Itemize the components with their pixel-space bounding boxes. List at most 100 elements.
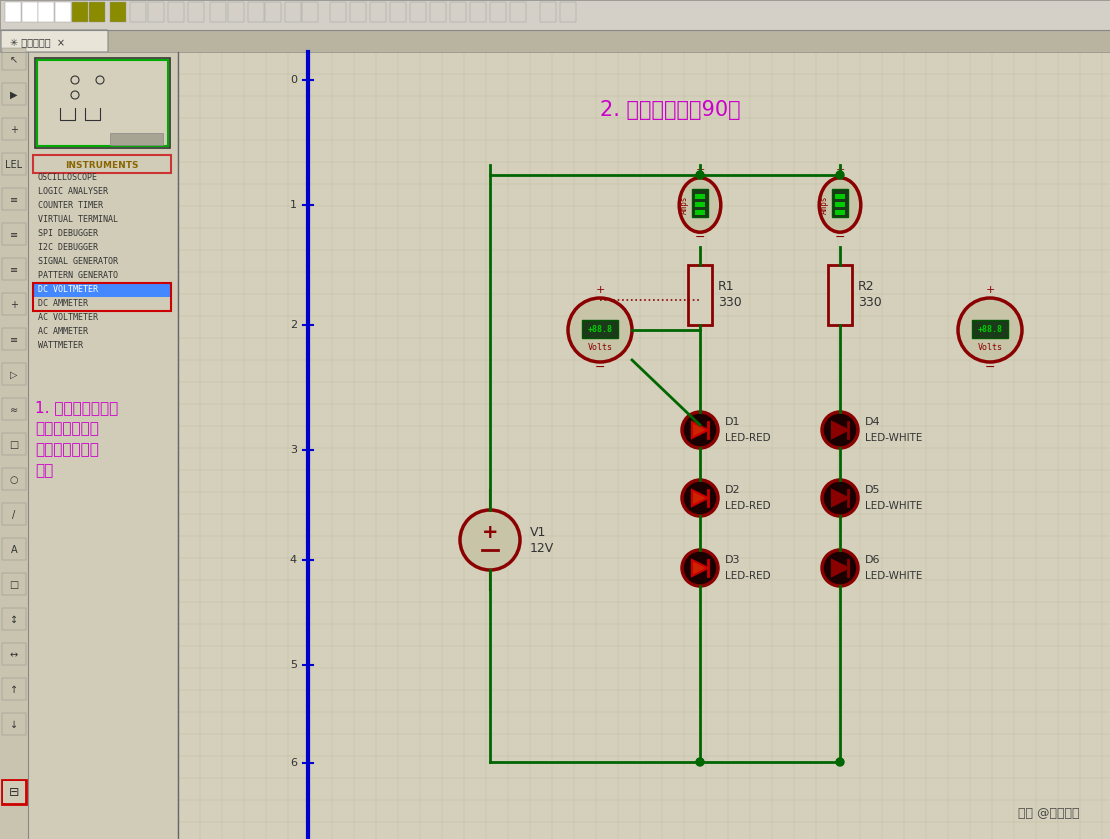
Bar	[410, 2, 426, 22]
Bar	[28, 52, 178, 839]
Text: COUNTER TIMER: COUNTER TIMER	[38, 201, 103, 211]
Bar	[370, 2, 386, 22]
Text: ≡: ≡	[10, 265, 18, 275]
Text: 330: 330	[718, 296, 741, 310]
Bar	[2, 608, 26, 630]
Text: +: +	[595, 285, 605, 295]
Text: R2: R2	[858, 280, 875, 294]
Polygon shape	[692, 560, 708, 576]
Circle shape	[460, 510, 519, 570]
Text: +88.8: +88.8	[587, 325, 613, 333]
Bar	[2, 293, 26, 315]
Bar	[561, 2, 576, 22]
Bar	[390, 2, 406, 22]
Circle shape	[568, 298, 632, 362]
Bar	[2, 643, 26, 665]
Bar	[33, 155, 171, 173]
Text: LED-RED: LED-RED	[725, 571, 770, 581]
Bar	[688, 265, 712, 325]
Bar	[695, 202, 705, 207]
Text: 5: 5	[290, 660, 297, 670]
Text: LOGIC ANALYSER: LOGIC ANALYSER	[38, 187, 108, 196]
Bar	[37, 60, 168, 146]
Bar	[148, 2, 164, 22]
Bar	[210, 2, 226, 22]
Circle shape	[836, 171, 844, 179]
Bar	[33, 283, 171, 297]
Bar	[22, 2, 38, 22]
Text: +: +	[836, 164, 845, 175]
Text: WATTMETER: WATTMETER	[38, 341, 83, 351]
Text: V1: V1	[529, 525, 546, 539]
Text: D5: D5	[865, 485, 880, 495]
Circle shape	[696, 171, 704, 179]
Bar	[2, 83, 26, 105]
Text: LEL: LEL	[6, 160, 22, 170]
Bar	[695, 210, 705, 215]
Text: ≡: ≡	[10, 195, 18, 205]
Text: ⊟: ⊟	[9, 786, 19, 800]
Bar	[2, 538, 26, 560]
Bar	[582, 320, 618, 338]
Polygon shape	[832, 560, 848, 576]
Text: LED-WHITE: LED-WHITE	[865, 571, 922, 581]
Text: ○: ○	[10, 475, 18, 485]
Text: −: −	[835, 231, 845, 243]
Bar	[2, 328, 26, 350]
Text: +88.8: +88.8	[978, 325, 1002, 333]
Text: −: −	[695, 231, 705, 243]
Polygon shape	[832, 490, 848, 506]
Bar	[2, 780, 26, 804]
Text: 2: 2	[290, 320, 297, 330]
Bar	[828, 265, 852, 325]
Bar	[2, 118, 26, 140]
Bar	[2, 573, 26, 595]
Bar	[6, 2, 21, 22]
Text: +: +	[10, 300, 18, 310]
Text: 3: 3	[290, 445, 297, 455]
Bar	[38, 2, 54, 22]
Polygon shape	[832, 422, 848, 438]
Text: +: +	[482, 523, 498, 541]
Bar	[835, 202, 845, 207]
Text: I2C DEBUGGER: I2C DEBUGGER	[38, 243, 98, 253]
Text: □: □	[9, 440, 19, 450]
Ellipse shape	[679, 178, 720, 232]
Bar	[285, 2, 301, 22]
Bar	[2, 188, 26, 210]
Text: 12V: 12V	[529, 541, 554, 555]
Circle shape	[682, 550, 718, 586]
Text: ↕: ↕	[10, 615, 18, 625]
Bar	[2, 503, 26, 525]
Text: ▷: ▷	[10, 370, 18, 380]
Bar	[2, 48, 26, 70]
Bar	[450, 2, 466, 22]
Text: D4: D4	[865, 417, 880, 427]
Text: +: +	[986, 285, 995, 295]
Bar	[509, 2, 526, 22]
Text: 6: 6	[290, 758, 297, 768]
Bar	[2, 223, 26, 245]
Bar	[490, 2, 506, 22]
Text: 头条 @蓬炬推起: 头条 @蓬炬推起	[1019, 807, 1080, 820]
Text: INSTRUMENTS: INSTRUMENTS	[65, 160, 139, 169]
Bar	[2, 468, 26, 490]
Text: SIGNAL GENERATOR: SIGNAL GENERATOR	[38, 258, 118, 267]
Bar	[972, 320, 1008, 338]
Bar	[33, 283, 171, 311]
Bar	[302, 2, 317, 22]
Circle shape	[682, 480, 718, 516]
Circle shape	[696, 758, 704, 766]
Text: D6: D6	[865, 555, 880, 565]
Bar	[56, 2, 71, 22]
Circle shape	[682, 412, 718, 448]
Text: −: −	[595, 361, 605, 373]
Bar	[2, 678, 26, 700]
Bar	[430, 2, 446, 22]
Text: AC AMMETER: AC AMMETER	[38, 327, 88, 336]
Text: ≡: ≡	[10, 335, 18, 345]
Bar	[0, 52, 28, 839]
Text: DC AMMETER: DC AMMETER	[38, 300, 88, 309]
Text: VIRTUAL TERMINAL: VIRTUAL TERMINAL	[38, 216, 118, 225]
Bar	[265, 2, 281, 22]
